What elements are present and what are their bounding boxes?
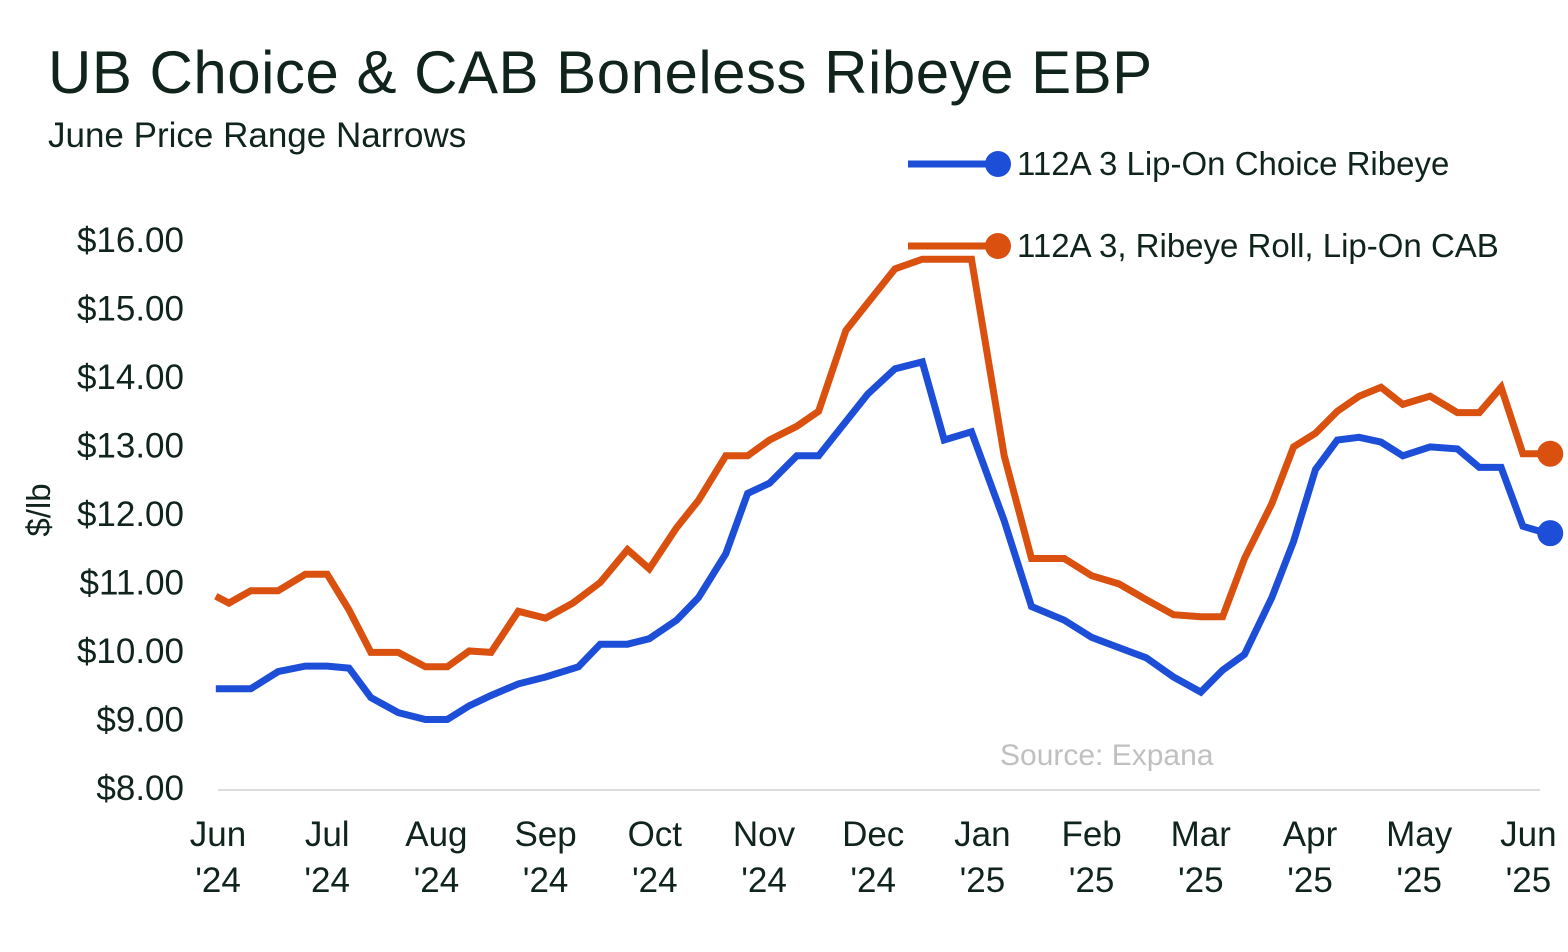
- x-tick-label: '24: [195, 861, 241, 900]
- y-tick-label: $8.00: [96, 769, 184, 808]
- x-tick-label: Dec: [842, 815, 904, 854]
- end-point-choice: [1537, 520, 1564, 547]
- x-tick-label: Aug: [405, 815, 467, 854]
- x-tick-label: '25: [1178, 861, 1224, 900]
- x-tick-label: '25: [1506, 861, 1552, 900]
- y-tick-label: $11.00: [80, 564, 184, 603]
- x-tick-label: '25: [1287, 861, 1333, 900]
- legend-marker: [985, 233, 1011, 259]
- x-tick-label: Feb: [1061, 815, 1121, 854]
- legend-marker: [985, 151, 1011, 177]
- x-tick-label: Nov: [733, 815, 796, 854]
- series-line-cab: [214, 255, 1551, 671]
- x-tick-label: Mar: [1171, 815, 1232, 854]
- x-tick-label: '24: [304, 861, 350, 900]
- x-tick-label: Jan: [954, 815, 1010, 854]
- x-tick-label: '25: [960, 861, 1006, 900]
- x-tick-label: '24: [632, 861, 678, 900]
- x-tick-label: '24: [414, 861, 460, 900]
- y-axis-ticks: $8.00 $9.00 $10.00 $11.00 $12.00 $13.00 $14.00…: [77, 221, 184, 808]
- x-tick-label: Jun: [190, 815, 246, 854]
- x-tick-label: '24: [850, 861, 896, 900]
- legend-label: 112A 3, Ribeye Roll, Lip-On CAB: [1017, 227, 1499, 264]
- x-tick-label: '24: [523, 861, 569, 900]
- source-note: Source: Expana: [1000, 739, 1214, 772]
- x-tick-label: Jun: [1500, 815, 1556, 854]
- chart-title: UB Choice & CAB Boneless Ribeye EBP: [48, 39, 1153, 106]
- end-point-cab: [1537, 440, 1564, 467]
- x-tick-label: May: [1386, 815, 1453, 854]
- y-tick-label: $14.00: [77, 358, 184, 397]
- x-tick-label: '25: [1069, 861, 1115, 900]
- x-tick-label: Sep: [514, 815, 576, 854]
- x-tick-label: Jul: [305, 815, 350, 854]
- y-tick-label: $10.00: [77, 632, 184, 671]
- x-tick-label: '25: [1396, 861, 1442, 900]
- x-tick-label: '24: [741, 861, 787, 900]
- chart-subtitle: June Price Range Narrows: [48, 116, 467, 155]
- y-tick-label: $9.00: [96, 701, 184, 740]
- y-tick-label: $16.00: [77, 221, 184, 260]
- y-tick-label: $13.00: [77, 427, 184, 466]
- x-tick-label: Apr: [1283, 815, 1338, 854]
- y-axis-label: $/lb: [20, 483, 57, 536]
- legend-label: 112A 3 Lip-On Choice Ribeye: [1017, 145, 1449, 182]
- y-tick-label: $15.00: [77, 290, 184, 329]
- x-axis-ticks: Jun '24 Jul '24 Aug '24 Sep '24 Oct '24 Nov '24 Dec '…: [190, 815, 1557, 900]
- series-line-choice: [215, 357, 1551, 723]
- legend: 112A 3 Lip-On Choice Ribeye 112A 3, Ribey…: [908, 145, 1499, 264]
- x-tick-label: Oct: [628, 815, 683, 854]
- series-lines: [214, 255, 1564, 723]
- y-tick-label: $12.00: [77, 495, 184, 534]
